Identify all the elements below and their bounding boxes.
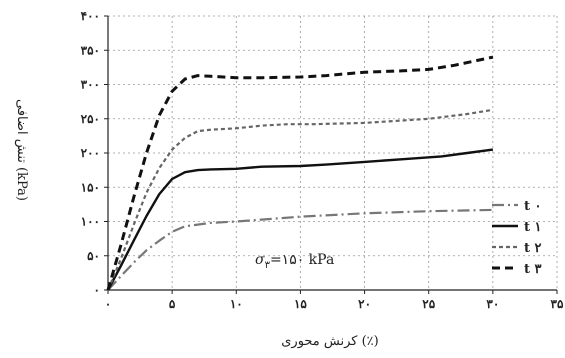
- annotation: σ۳=۱۵۰ kPa: [255, 252, 334, 271]
- x-tick-label: ۱۰: [230, 297, 243, 311]
- y-axis-label: تنش اضافی (kPa): [14, 99, 29, 201]
- y-tick-label: ۲۵۰: [81, 112, 100, 126]
- grid: [108, 15, 558, 290]
- y-tick-label: ۳۵۰: [81, 43, 100, 57]
- y-tick-label: ۳۰۰: [81, 78, 100, 92]
- annotation-text: =۱۵۰ kPa: [270, 252, 334, 268]
- annotation-symbol: σ: [255, 252, 265, 268]
- legend: t ۰ t ۱ t ۲ t ۳: [492, 199, 542, 277]
- x-tick-label: ۱۵: [294, 297, 307, 311]
- x-tick-label: ۵: [169, 297, 176, 311]
- y-tick-label: ۱۰۰: [81, 215, 100, 229]
- y-tick-label: ۵۰: [87, 249, 100, 263]
- y-tick-label: ۲۰۰: [81, 146, 100, 160]
- x-tick-label: ۲۰: [358, 297, 371, 311]
- series-line-t3: [106, 55, 494, 291]
- legend-label-t0: t ۰: [524, 199, 542, 214]
- legend-label-t1: t ۱: [524, 220, 542, 235]
- x-axis-label: کرنش محوری (٪): [281, 334, 378, 349]
- y-ticks: ۰ ۵۰ ۱۰۰ ۱۵۰ ۲۰۰ ۲۵۰ ۳۰۰ ۳۵۰ ۴۰۰: [81, 9, 108, 297]
- series-lines: [106, 55, 494, 291]
- x-ticks: ۰ ۵ ۱۰ ۱۵ ۲۰ ۲۵ ۳۰ ۳۵: [105, 290, 564, 311]
- svg-text:σ۳=۱۵۰ kPa: σ۳=۱۵۰ kPa: [255, 252, 334, 271]
- x-tick-label: ۰: [105, 297, 111, 311]
- series-line-t2: [106, 108, 494, 291]
- x-tick-label: ۳۵: [551, 297, 564, 311]
- y-tick-label: ۴۰۰: [81, 9, 100, 23]
- y-tick-label: ۱۵۰: [81, 180, 100, 194]
- legend-label-t3: t ۳: [524, 262, 542, 277]
- annotation-subscript: ۳: [265, 260, 271, 271]
- y-tick-label: ۰: [94, 283, 100, 297]
- series-line-t1: [106, 148, 494, 291]
- x-tick-label: ۳۰: [486, 297, 499, 311]
- legend-label-t2: t ۲: [524, 241, 542, 256]
- x-tick-label: ۲۵: [422, 297, 435, 311]
- series-line-t0: [107, 208, 493, 291]
